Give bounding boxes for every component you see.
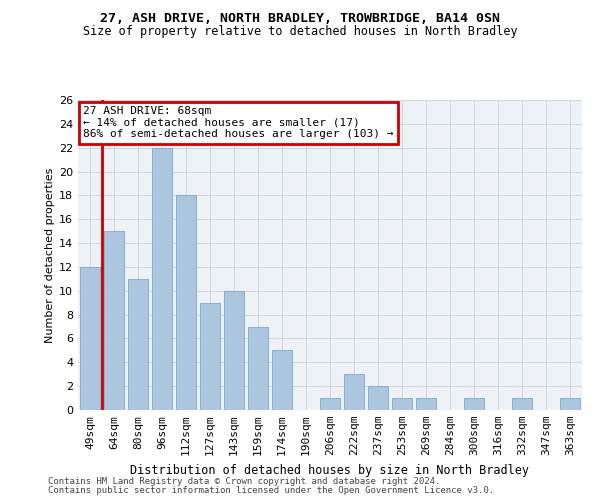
- Bar: [560, 398, 580, 410]
- Bar: [320, 398, 340, 410]
- Y-axis label: Number of detached properties: Number of detached properties: [45, 168, 55, 342]
- Bar: [200, 302, 220, 410]
- Text: 27 ASH DRIVE: 68sqm
← 14% of detached houses are smaller (17)
86% of semi-detach: 27 ASH DRIVE: 68sqm ← 14% of detached ho…: [83, 106, 394, 140]
- Bar: [224, 291, 244, 410]
- Bar: [344, 374, 364, 410]
- Bar: [128, 279, 148, 410]
- Bar: [368, 386, 388, 410]
- Bar: [464, 398, 484, 410]
- Text: 27, ASH DRIVE, NORTH BRADLEY, TROWBRIDGE, BA14 0SN: 27, ASH DRIVE, NORTH BRADLEY, TROWBRIDGE…: [100, 12, 500, 26]
- Bar: [104, 231, 124, 410]
- Bar: [416, 398, 436, 410]
- Bar: [152, 148, 172, 410]
- Bar: [392, 398, 412, 410]
- Text: Contains HM Land Registry data © Crown copyright and database right 2024.: Contains HM Land Registry data © Crown c…: [48, 477, 440, 486]
- Bar: [512, 398, 532, 410]
- Text: Contains public sector information licensed under the Open Government Licence v3: Contains public sector information licen…: [48, 486, 494, 495]
- Bar: [248, 326, 268, 410]
- X-axis label: Distribution of detached houses by size in North Bradley: Distribution of detached houses by size …: [131, 464, 530, 476]
- Text: Size of property relative to detached houses in North Bradley: Size of property relative to detached ho…: [83, 25, 517, 38]
- Bar: [176, 196, 196, 410]
- Bar: [272, 350, 292, 410]
- Bar: [80, 267, 100, 410]
